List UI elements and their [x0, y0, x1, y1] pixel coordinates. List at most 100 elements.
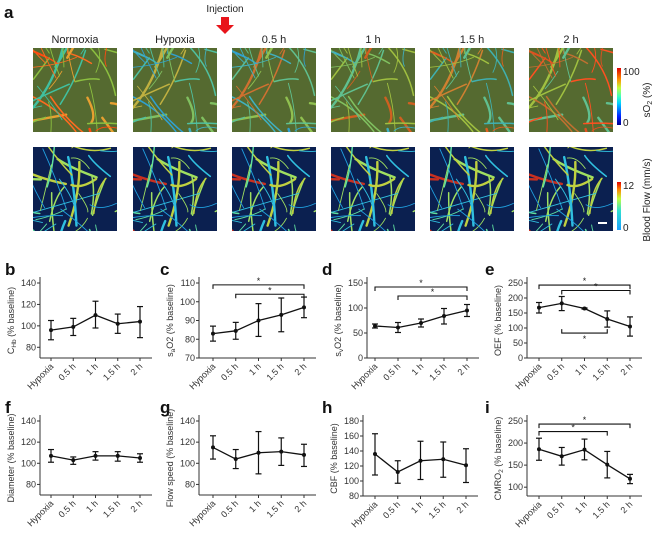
vessel: [66, 155, 78, 227]
y-tick-label: 200: [508, 438, 523, 448]
vessel: [89, 202, 117, 208]
vessel: [174, 78, 200, 83]
vessel: [204, 48, 217, 54]
vessel: [86, 122, 117, 125]
vessel: [430, 116, 444, 123]
vessel: [33, 105, 43, 109]
colorbar-so2-min: 0: [623, 118, 629, 129]
column-label: 0.5 h: [262, 34, 286, 46]
chart-e: e 0 50 100 150 200 250 Hypoxia 0.5 h 1 h 1.5 h 2 h O…: [485, 260, 642, 391]
vessel: [178, 193, 189, 213]
vessel: [574, 193, 585, 213]
vessel: [104, 48, 117, 54]
x-tick-label: 0.5 h: [381, 499, 402, 520]
vessel: [33, 50, 58, 65]
vessel: [133, 83, 170, 102]
blood-flow-image: [133, 147, 217, 231]
vessel: [464, 160, 478, 227]
vessel: [543, 147, 569, 176]
vessel: [232, 116, 246, 123]
vessel: [232, 49, 246, 64]
vessel: [486, 48, 514, 97]
vessel: [563, 160, 577, 227]
vessel: [49, 95, 84, 132]
data-point: [605, 462, 610, 467]
vessel: [48, 70, 63, 90]
vessel: [303, 48, 307, 67]
vessel: [159, 49, 187, 105]
vessel: [356, 178, 373, 208]
data-point: [559, 454, 564, 459]
vessel: [584, 127, 588, 132]
y-tick-label: 140: [180, 416, 195, 426]
vessel: [54, 48, 69, 69]
vessel: [269, 177, 297, 188]
data-point: [582, 306, 587, 311]
vessel: [331, 116, 345, 123]
vessel: [437, 48, 454, 79]
vessel: [569, 147, 608, 152]
vessel: [186, 122, 217, 125]
x-tick-label: 1 h: [573, 361, 589, 377]
vessel: [248, 48, 260, 77]
vessel: [44, 223, 57, 231]
vessel: [232, 50, 257, 65]
vessel: [144, 223, 157, 231]
vessel: [387, 48, 415, 97]
vessel: [70, 53, 93, 65]
vessel: [463, 155, 475, 227]
y-tick-label: 100: [508, 482, 523, 492]
vessel: [582, 122, 613, 125]
vessel: [445, 70, 460, 90]
colorbar-flow: 12 0 Blood Flow (mm/s): [617, 158, 653, 242]
vessel: [430, 173, 465, 186]
vessel: [266, 160, 280, 227]
vessel: [140, 48, 157, 79]
vessel: [133, 96, 177, 132]
x-tick-label: 2 h: [618, 361, 634, 377]
x-tick-label: 0.5 h: [545, 499, 566, 520]
vessel: [269, 157, 289, 169]
x-tick-label: 1.5 h: [426, 499, 447, 520]
vessel: [331, 50, 356, 65]
vessel: [331, 83, 368, 102]
data-point: [418, 458, 423, 463]
vessel: [247, 70, 262, 90]
vessel: [86, 96, 95, 124]
vessel: [33, 51, 50, 60]
vessel: [331, 211, 339, 215]
y-tick-label: 80: [349, 491, 359, 501]
vessel: [139, 223, 148, 231]
column-label: Normoxia: [51, 34, 99, 46]
vessel: [364, 155, 376, 227]
vessel: [455, 178, 472, 208]
vessel: [536, 164, 548, 211]
vessel: [269, 53, 292, 65]
blood-flow-image: [331, 147, 415, 231]
x-tick-label: 1.5 h: [590, 499, 611, 520]
vessel: [186, 96, 195, 124]
colorbar-so2: 100 0 sO2 (%): [617, 67, 654, 129]
vessel: [529, 229, 531, 231]
y-tick-label: 120: [21, 299, 36, 309]
vessel: [372, 78, 398, 83]
data-point: [71, 324, 76, 329]
vessel: [189, 48, 217, 97]
x-tick-label: 1.5 h: [427, 361, 448, 382]
vessel: [346, 70, 361, 90]
vessel: [189, 202, 217, 208]
vessel: [529, 116, 543, 123]
significance-bracket: [538, 431, 608, 436]
vessel: [483, 122, 514, 125]
vessel: [170, 53, 193, 65]
significance-bracket: [212, 284, 305, 289]
significance-star: *: [257, 276, 261, 286]
x-tick-label: 0.5 h: [219, 498, 240, 519]
vessel: [475, 193, 486, 213]
vessel: [188, 82, 198, 132]
x-tick-label: Hypoxia: [187, 361, 217, 391]
y-axis-label: svO2 (% baseline): [333, 284, 345, 356]
vessel: [272, 147, 311, 152]
vessel: [591, 48, 597, 73]
y-axis-label: CMRO2 (% baseline): [493, 417, 505, 501]
